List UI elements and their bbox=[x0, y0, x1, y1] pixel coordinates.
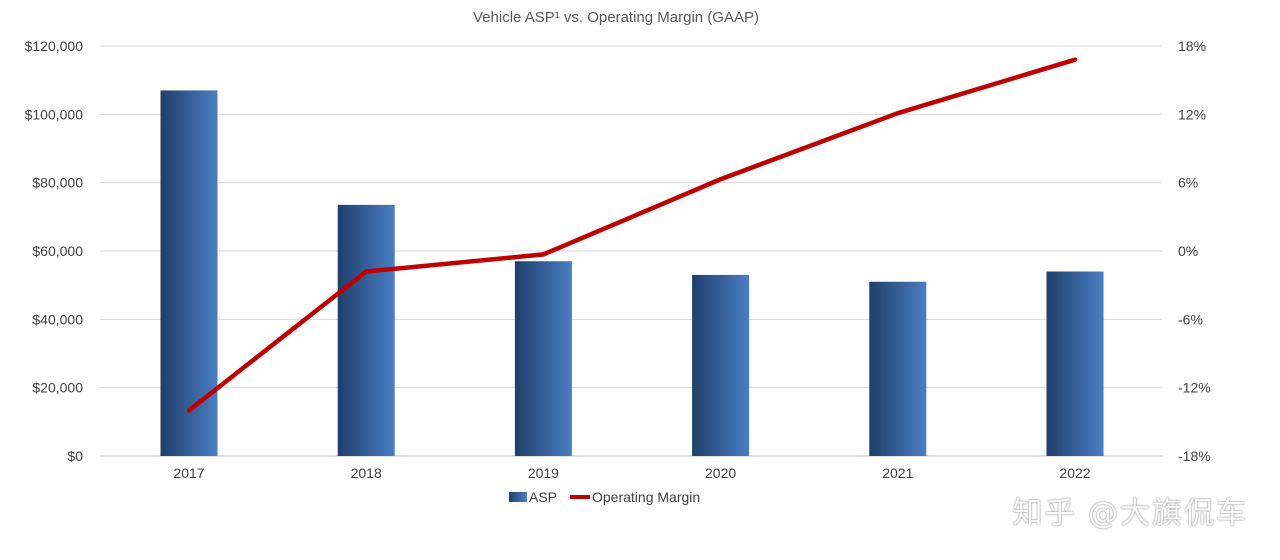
operating-margin-point-2021 bbox=[895, 110, 900, 116]
right-tick-label: 6% bbox=[1178, 175, 1198, 191]
left-tick-label: $20,000 bbox=[32, 380, 83, 396]
right-tick-label: -6% bbox=[1178, 311, 1203, 327]
legend-label-asp: ASP bbox=[529, 489, 557, 505]
gridlines bbox=[100, 45, 1162, 457]
chart-title: Vehicle ASP¹ vs. Operating Margin (GAAP) bbox=[473, 9, 759, 26]
operating-margin-point-2018 bbox=[364, 269, 369, 274]
left-axis: $0 $20,000 $40,000 $60,000 $80,000 $100,000 $1… bbox=[25, 38, 84, 464]
left-tick-label: $100,000 bbox=[25, 106, 84, 122]
operating-margin-line bbox=[186, 57, 1078, 413]
asp-bar-2022 bbox=[1046, 271, 1104, 456]
right-tick-label: 0% bbox=[1178, 243, 1198, 259]
left-tick-label: $40,000 bbox=[32, 311, 83, 327]
operating-margin-point-2019 bbox=[541, 252, 546, 257]
operating-margin-point-2017 bbox=[186, 408, 192, 413]
legend: ASP Operating Margin bbox=[509, 489, 700, 505]
x-tick-label: 2020 bbox=[705, 465, 736, 481]
x-tick-label: 2018 bbox=[351, 465, 382, 481]
left-tick-label: $120,000 bbox=[25, 38, 84, 54]
left-tick-label: $60,000 bbox=[32, 243, 83, 259]
right-tick-label: 12% bbox=[1178, 106, 1206, 122]
left-tick-label: $80,000 bbox=[32, 175, 83, 191]
right-tick-label: 18% bbox=[1178, 38, 1206, 54]
x-axis: 2017 2018 2019 2020 2021 2022 bbox=[173, 465, 1090, 481]
operating-margin-line-group bbox=[186, 57, 1078, 413]
x-tick-label: 2019 bbox=[528, 465, 559, 481]
left-tick-label: $0 bbox=[67, 448, 83, 464]
asp-bar-2019 bbox=[514, 261, 572, 456]
right-tick-label: -18% bbox=[1178, 448, 1211, 464]
asp-bar-2020 bbox=[692, 274, 750, 456]
watermark: 知乎 @大旗侃车 bbox=[1012, 496, 1248, 531]
right-tick-label: -12% bbox=[1178, 380, 1211, 396]
legend-label-operating-margin: Operating Margin bbox=[592, 489, 700, 505]
x-tick-label: 2017 bbox=[173, 465, 204, 481]
right-axis: -18% -12% -6% 0% 6% 12% 18% bbox=[1178, 38, 1211, 464]
asp-bar-2018 bbox=[337, 204, 395, 456]
operating-margin-point-2020 bbox=[718, 177, 723, 182]
x-tick-label: 2022 bbox=[1059, 465, 1090, 481]
x-tick-label: 2021 bbox=[882, 465, 913, 481]
asp-bar-2017 bbox=[160, 90, 218, 457]
legend-swatch-asp bbox=[509, 492, 527, 502]
asp-bars bbox=[160, 90, 1104, 457]
operating-margin-point-2022 bbox=[1072, 57, 1078, 62]
asp-bar-2021 bbox=[869, 281, 927, 456]
